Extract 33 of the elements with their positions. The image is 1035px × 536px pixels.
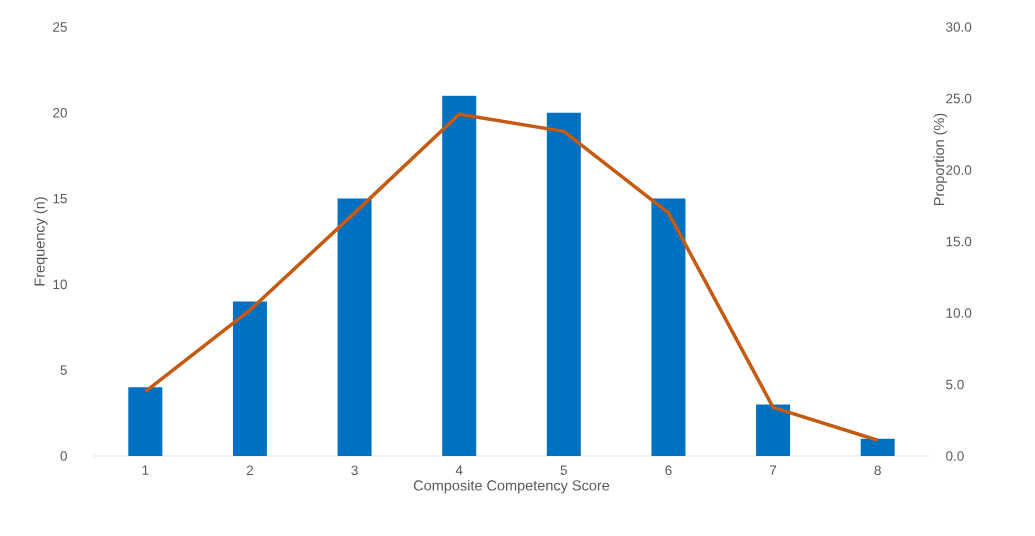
y2-tick-label: 5.0 <box>946 379 964 390</box>
x-tick-label: 2 <box>246 465 254 475</box>
x-tick-label: 8 <box>874 465 881 476</box>
y2-tick-label: 30.0 <box>946 22 972 32</box>
y2-tick-label: 0.0 <box>946 451 964 461</box>
y-tick-label: 10 <box>53 279 67 290</box>
x-tick-label: 3 <box>351 465 358 476</box>
line-series <box>143 112 880 443</box>
bar <box>232 301 267 456</box>
x-tick-label: 7 <box>770 465 777 475</box>
bar <box>756 404 791 456</box>
bar <box>337 198 372 456</box>
y2-axis-title: Proportion (%) <box>933 113 948 206</box>
y-tick-label: 0 <box>60 451 67 461</box>
x-tick-label: 6 <box>665 465 672 476</box>
bar <box>651 198 686 456</box>
y2-tick-label: 15.0 <box>946 236 972 247</box>
bar <box>860 438 895 456</box>
y-tick-label: 15 <box>53 193 67 204</box>
x-tick-label: 4 <box>455 465 463 475</box>
bar <box>128 387 163 456</box>
bar <box>442 95 477 456</box>
y-tick-label: 20 <box>53 108 67 118</box>
y-axis-title: Frequency (n) <box>34 197 48 286</box>
x-tick-label: 1 <box>142 465 149 475</box>
y2-tick-label: 10.0 <box>946 308 972 318</box>
y-tick-label: 25 <box>53 22 67 32</box>
y-tick-label: 5 <box>60 365 67 375</box>
bar <box>546 112 581 456</box>
y2-tick-label: 20.0 <box>946 165 972 175</box>
x-axis-title: Composite Competency Score <box>413 479 610 494</box>
x-tick-label: 5 <box>560 465 568 475</box>
y2-tick-label: 25.0 <box>946 93 972 104</box>
